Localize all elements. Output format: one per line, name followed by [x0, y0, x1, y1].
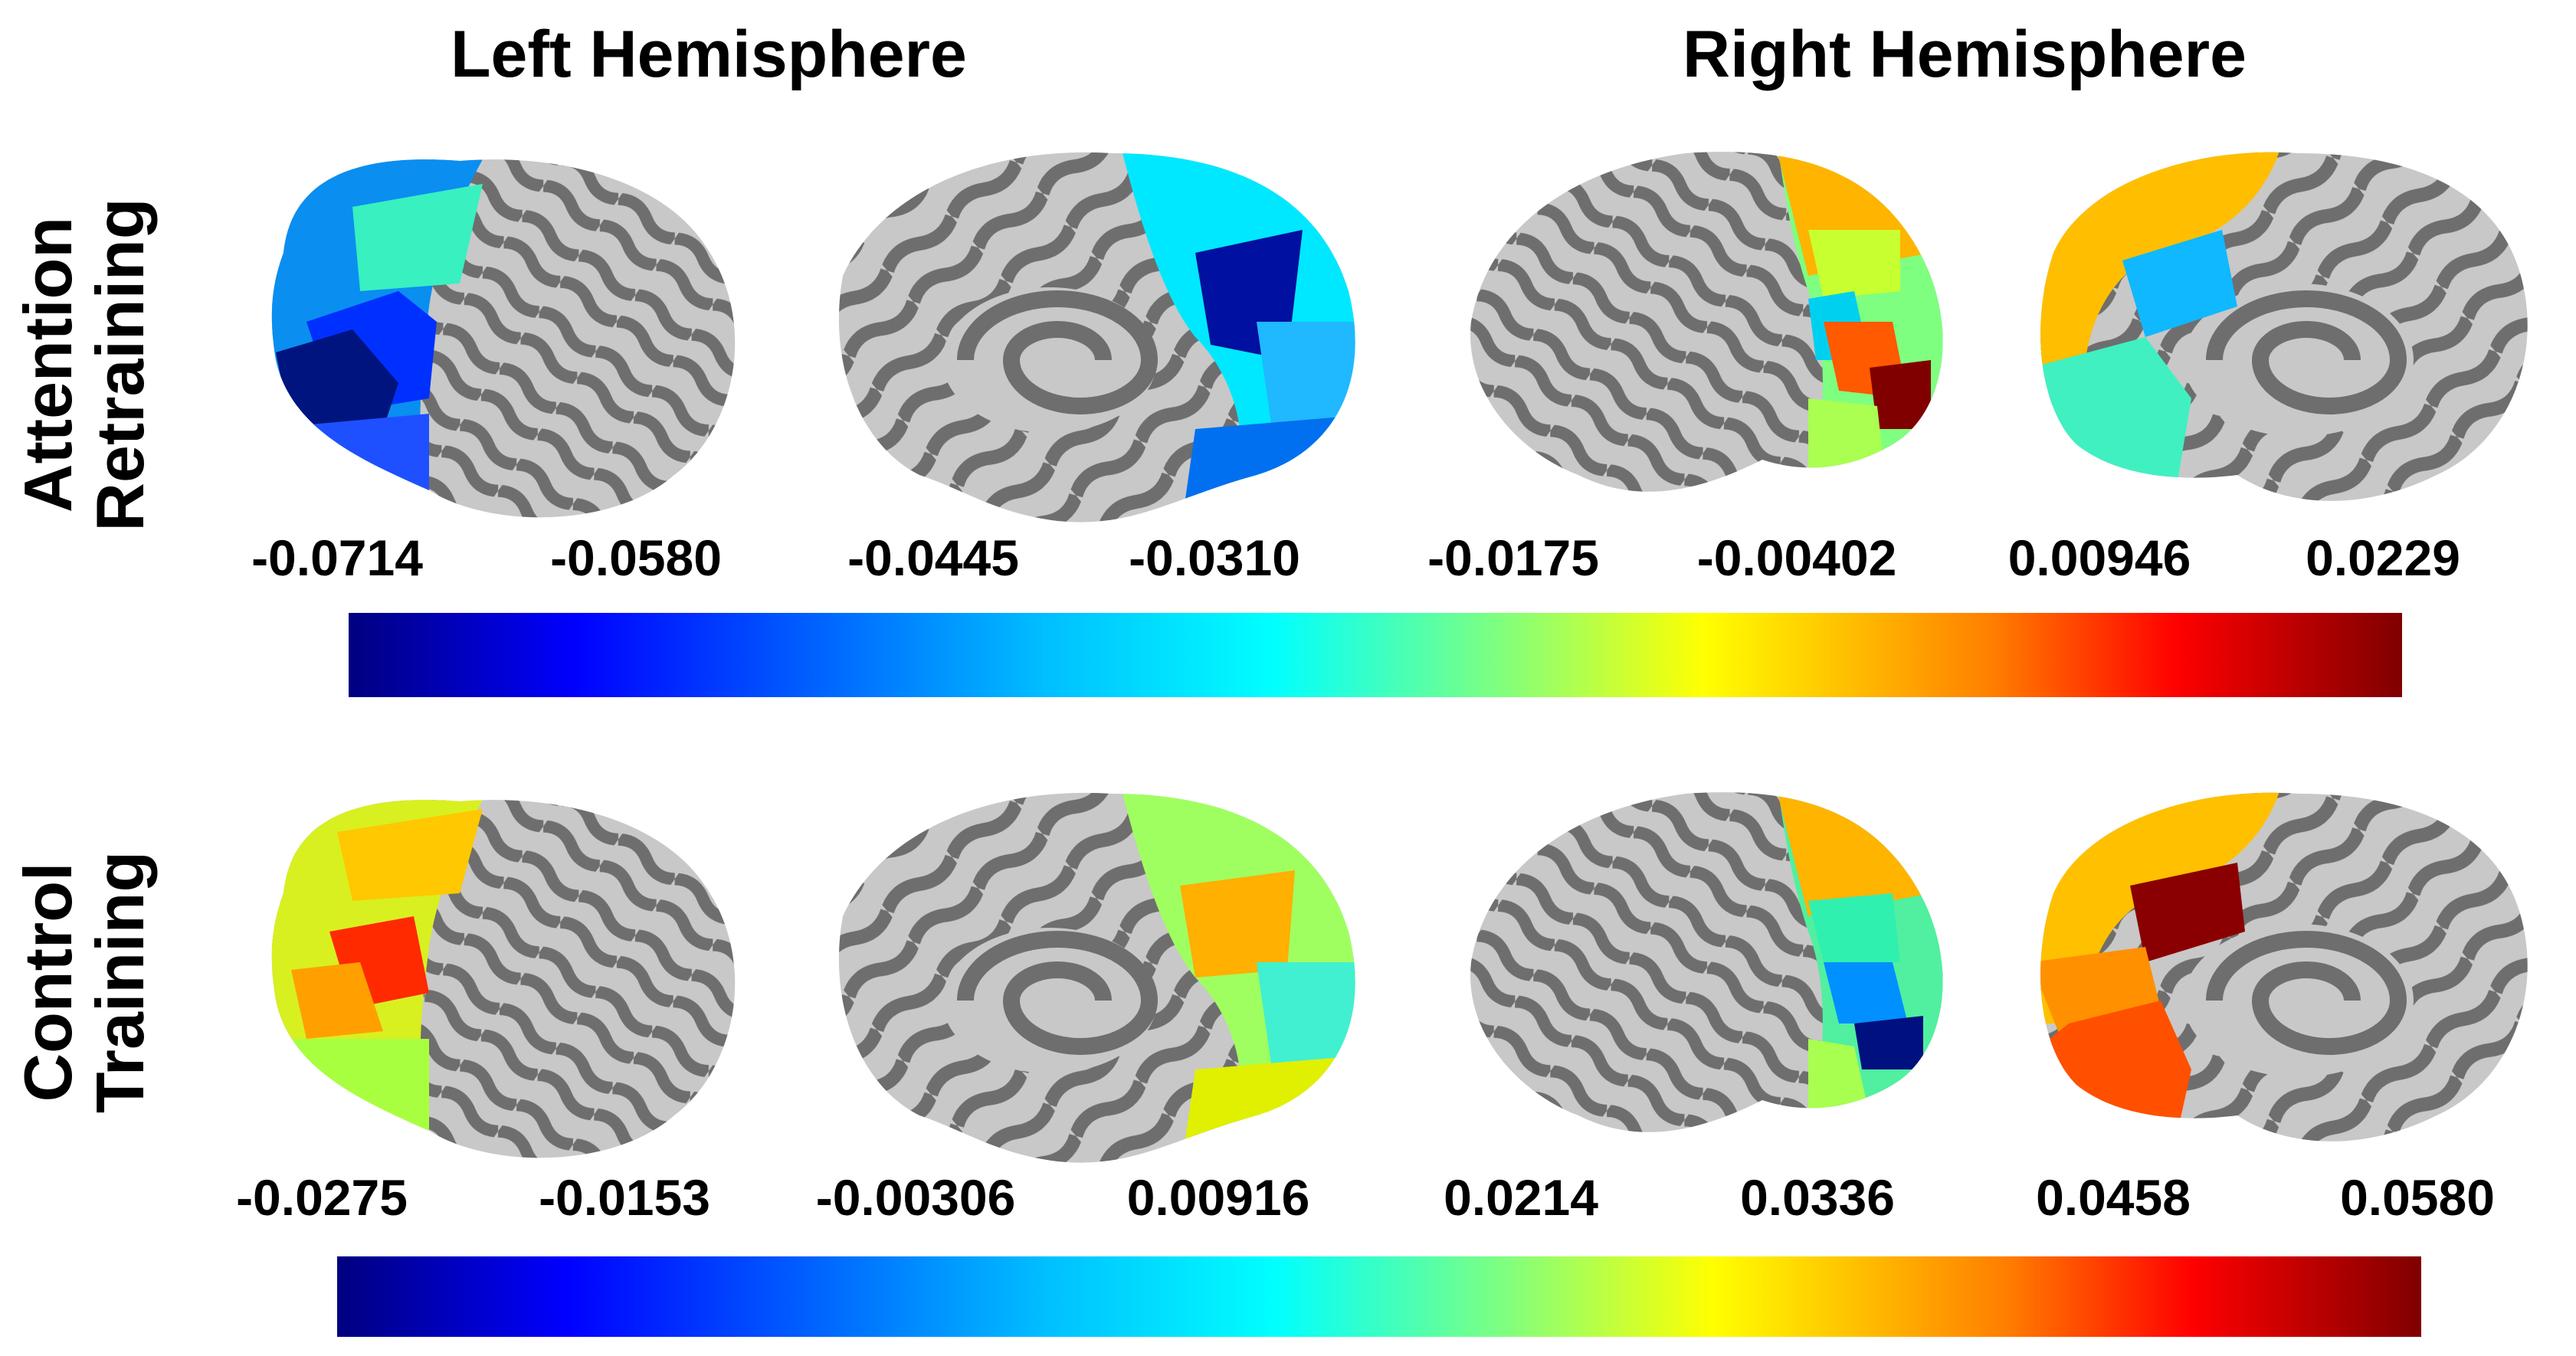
brain-top-left-lateral	[271, 159, 736, 518]
colorbar-top-tick: 0.00946	[2007, 529, 2191, 586]
right-hemisphere-title: Right Hemisphere	[1683, 18, 2247, 91]
colorbar-bottom-tick: -0.0153	[539, 1169, 710, 1226]
colorbar-bottom-tick: -0.00306	[815, 1169, 1016, 1226]
colorbar-top-tick: -0.0310	[1129, 529, 1300, 586]
brain-bottom-left-lateral	[271, 800, 736, 1158]
colorbar-top-tick: -0.0580	[550, 529, 722, 586]
colorbar-top-ticks: -0.0714 -0.0580 -0.0445 -0.0310 -0.0175 …	[0, 529, 2576, 598]
brain-bottom-right-medial	[2040, 792, 2528, 1141]
colorbar-bottom-tick: 0.0214	[1444, 1169, 1598, 1226]
brain-bottom-right-lateral	[1470, 792, 1943, 1132]
brain-top-right-medial	[2040, 152, 2528, 501]
colorbar-bottom-tick: 0.0336	[1740, 1169, 1895, 1226]
brain-top-left-medial	[838, 152, 1355, 522]
brain-top-right-lateral	[1470, 152, 1943, 492]
colorbar-bottom-tick: 0.00916	[1126, 1169, 1310, 1226]
colorbar-bottom-ticks: -0.0275 -0.0153 -0.00306 0.00916 0.0214 …	[0, 1168, 2576, 1237]
colorbar-bottom-tick: 0.0458	[2036, 1169, 2191, 1226]
colorbar-bottom	[337, 1256, 2421, 1337]
colorbar-top-tick: -0.0445	[847, 529, 1019, 586]
brain-bottom-left-medial	[838, 792, 1355, 1163]
colorbar-top-tick: -0.00402	[1696, 529, 1897, 586]
colorbar-top-tick: 0.0229	[2306, 529, 2460, 586]
colorbar-bottom-tick: 0.0580	[2340, 1169, 2495, 1226]
colorbar-top	[349, 613, 2402, 697]
colorbar-bottom-tick: -0.0275	[236, 1169, 408, 1226]
left-hemisphere-title: Left Hemisphere	[451, 18, 967, 91]
colorbar-top-tick: -0.0175	[1427, 529, 1599, 586]
colorbar-top-tick: -0.0714	[251, 529, 423, 586]
